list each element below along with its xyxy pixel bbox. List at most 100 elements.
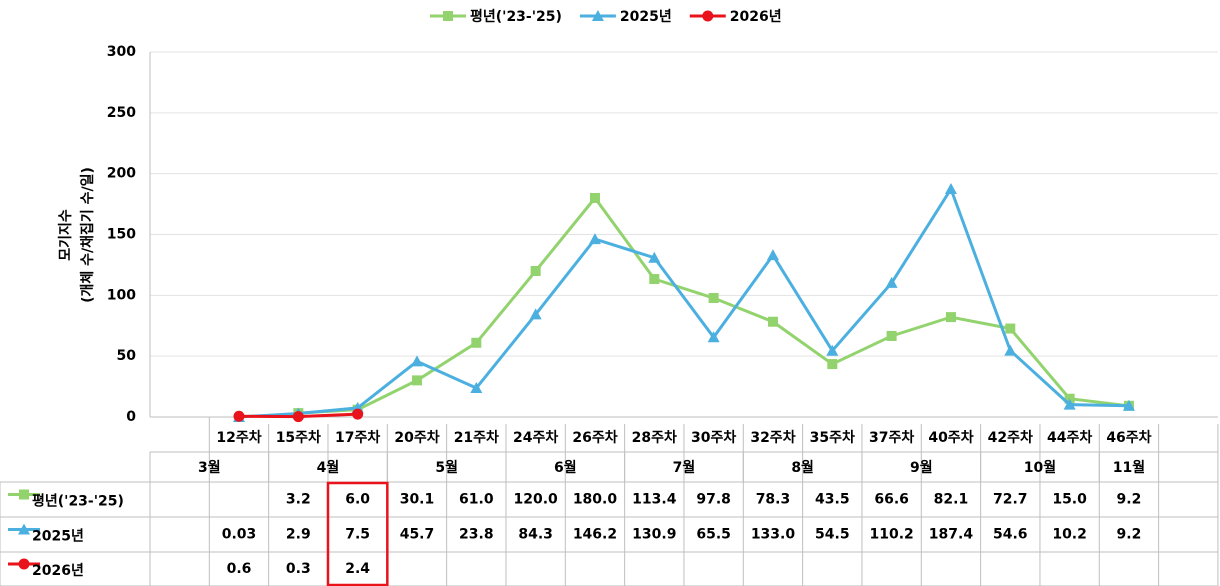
month-label: 6월 <box>554 459 577 476</box>
table-value: 9.2 <box>1117 527 1142 543</box>
month-label: 5월 <box>435 459 458 476</box>
table-value: 66.6 <box>874 492 909 508</box>
marker <box>708 293 719 304</box>
marker <box>1004 344 1017 356</box>
marker <box>292 411 304 423</box>
marker <box>233 410 245 422</box>
table-value: 97.8 <box>696 492 731 508</box>
marker <box>767 316 778 327</box>
marker <box>1005 323 1016 334</box>
x-tick-label: 12주차 <box>216 430 261 446</box>
month-label: 8월 <box>791 459 814 476</box>
y-tick-label: 0 <box>126 409 136 425</box>
x-tick-label: 46주차 <box>1106 430 1151 446</box>
row-label: 평년('23-'25) <box>32 493 124 510</box>
x-tick-label: 40주차 <box>928 430 973 446</box>
marker <box>707 331 720 343</box>
table-value: 23.8 <box>459 527 494 543</box>
marker <box>352 408 364 420</box>
marker <box>885 276 898 288</box>
marker <box>410 355 423 367</box>
month-label: 10월 <box>1024 459 1056 476</box>
marker <box>1122 399 1135 411</box>
table-value: 2.4 <box>345 561 370 577</box>
marker <box>591 10 604 21</box>
x-tick-label: 42주차 <box>988 430 1033 446</box>
x-tick-label: 21주차 <box>454 430 499 446</box>
series-line <box>238 185 1129 419</box>
y-tick-label: 300 <box>107 44 136 60</box>
row-label: 2025년 <box>32 529 84 545</box>
table-value: 78.3 <box>756 492 791 508</box>
table-value: 2.9 <box>286 527 311 543</box>
highlight-box <box>326 481 389 586</box>
table-value: 15.0 <box>1052 492 1087 508</box>
x-tick-label: 35주차 <box>810 430 855 446</box>
marker <box>827 359 838 370</box>
row-label: 2026년 <box>32 563 84 579</box>
legend-label: 2026년 <box>730 9 782 25</box>
month-label: 7월 <box>673 459 696 476</box>
x-tick-label: 28주차 <box>632 430 677 446</box>
x-tick-label: 30주차 <box>691 430 736 446</box>
row-header: 2025년 <box>8 523 84 545</box>
x-tick-label: 17주차 <box>335 430 380 446</box>
marker <box>702 10 714 22</box>
legend-label: 평년('23-'25) <box>470 8 562 25</box>
table-value: 0.3 <box>286 561 311 577</box>
marker <box>886 330 897 341</box>
legend-item: 2026년 <box>689 9 782 25</box>
x-tick-label: 37주차 <box>869 430 914 446</box>
month-label: 3월 <box>198 459 221 476</box>
legend-item: 평년('23-'25) <box>430 8 562 25</box>
y-tick-label: 200 <box>107 166 136 182</box>
table-value: 82.1 <box>934 492 969 508</box>
table-value: 113.4 <box>632 492 677 508</box>
table-value: 54.5 <box>815 527 850 543</box>
table-value: 45.7 <box>400 527 435 543</box>
month-label: 9월 <box>910 459 933 476</box>
table-value: 30.1 <box>400 492 435 508</box>
table-value: 61.0 <box>459 492 494 508</box>
marker <box>471 337 482 348</box>
table-value: 133.0 <box>751 527 796 543</box>
legend-label: 2025년 <box>620 9 672 25</box>
table-value: 9.2 <box>1117 492 1142 508</box>
table-value: 0.03 <box>222 527 257 543</box>
y-tick-label: 100 <box>107 287 136 303</box>
x-tick-label: 24주차 <box>513 430 558 446</box>
table-value: 6.0 <box>345 492 370 508</box>
marker <box>18 523 30 535</box>
month-label: 11월 <box>1113 459 1145 476</box>
series-line <box>298 195 1130 415</box>
y-tick-label: 50 <box>117 348 137 364</box>
table-value: 187.4 <box>929 527 974 543</box>
row-header: 2026년 <box>8 558 84 579</box>
table-value: 54.6 <box>993 527 1028 543</box>
x-tick-label: 32주차 <box>750 430 795 446</box>
marker <box>589 193 600 203</box>
y-tick-label: 250 <box>107 105 136 121</box>
table-value: 43.5 <box>815 492 850 508</box>
table-value: 84.3 <box>518 527 553 543</box>
table-value: 120.0 <box>513 492 558 508</box>
marker <box>18 558 30 570</box>
table-value: 146.2 <box>573 527 617 543</box>
table-value: 180.0 <box>573 492 618 508</box>
marker <box>530 266 541 276</box>
x-tick-label: 20주차 <box>394 430 439 446</box>
marker <box>1063 398 1076 410</box>
row-header: 평년('23-'25) <box>8 489 124 510</box>
table-value: 3.2 <box>286 492 311 508</box>
marker <box>945 312 956 323</box>
y-axis-label: (개체 수/채집기 수/일) <box>79 167 96 303</box>
table-value: 130.9 <box>632 527 676 543</box>
table-value: 72.7 <box>993 492 1028 508</box>
marker <box>443 11 453 21</box>
table-value: 7.5 <box>345 527 370 543</box>
x-tick-label: 15주차 <box>276 430 321 446</box>
table-value: 65.5 <box>696 527 731 543</box>
marker <box>648 251 661 263</box>
marker <box>411 375 422 386</box>
marker <box>649 274 660 285</box>
